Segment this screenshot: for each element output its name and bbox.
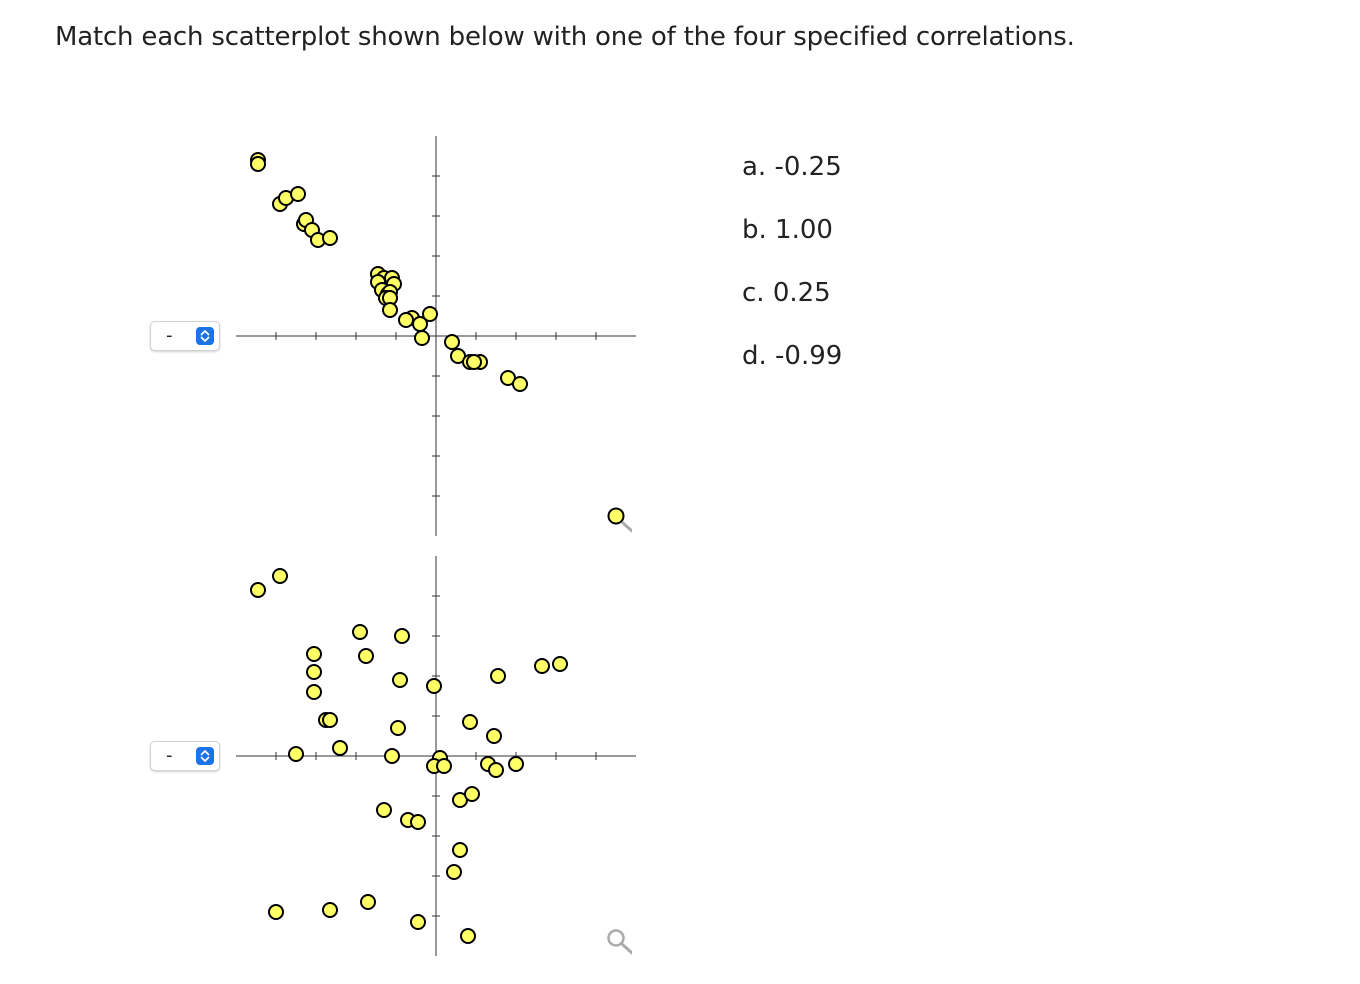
option-c: c. 0.25 — [742, 278, 831, 308]
data-point — [268, 904, 284, 920]
data-point — [272, 568, 288, 584]
data-point — [552, 656, 568, 672]
data-point — [306, 646, 322, 662]
select-value: - — [166, 325, 173, 346]
data-point — [410, 814, 426, 830]
option-b: b. 1.00 — [742, 215, 833, 245]
data-point — [288, 746, 304, 762]
up-down-arrows-icon — [196, 327, 214, 345]
scatterplot-2 — [236, 556, 636, 956]
up-down-arrows-icon — [196, 747, 214, 765]
data-point — [534, 658, 550, 674]
data-point — [322, 902, 338, 918]
magnifier-icon[interactable] — [602, 925, 634, 955]
correlation-select-1[interactable]: - — [150, 321, 220, 351]
question-text: Match each scatterplot shown below with … — [55, 22, 1075, 52]
data-point — [382, 302, 398, 318]
data-point — [466, 354, 482, 370]
data-point — [290, 186, 306, 202]
data-point — [398, 312, 414, 328]
select-value: - — [166, 745, 173, 766]
data-point — [410, 914, 426, 930]
data-point — [306, 684, 322, 700]
data-point — [390, 720, 406, 736]
option-d: d. -0.99 — [742, 341, 843, 371]
data-point — [360, 894, 376, 910]
magnifier-icon[interactable] — [602, 503, 634, 533]
data-point — [460, 928, 476, 944]
correlation-options: a. -0.25 b. 1.00 c. 0.25 d. -0.99 — [742, 150, 842, 402]
data-point — [464, 786, 480, 802]
data-point — [376, 802, 392, 818]
data-point — [452, 842, 468, 858]
data-point — [250, 156, 266, 172]
option-a: a. -0.25 — [742, 152, 842, 182]
data-point — [422, 306, 438, 322]
data-point — [352, 624, 368, 640]
data-point — [488, 762, 504, 778]
data-point — [332, 740, 348, 756]
data-point — [512, 376, 528, 392]
scatterplot-1 — [236, 136, 636, 536]
data-point — [306, 664, 322, 680]
data-point — [392, 672, 408, 688]
data-point — [414, 330, 430, 346]
correlation-select-2[interactable]: - — [150, 741, 220, 771]
data-point — [462, 714, 478, 730]
data-point — [486, 728, 502, 744]
data-point — [322, 712, 338, 728]
data-point — [384, 748, 400, 764]
data-point — [508, 756, 524, 772]
data-point — [490, 668, 506, 684]
data-point — [394, 628, 410, 644]
data-point — [436, 758, 452, 774]
data-point — [250, 582, 266, 598]
data-point — [322, 230, 338, 246]
data-point — [426, 678, 442, 694]
data-point — [446, 864, 462, 880]
data-point — [444, 334, 460, 350]
data-point — [358, 648, 374, 664]
